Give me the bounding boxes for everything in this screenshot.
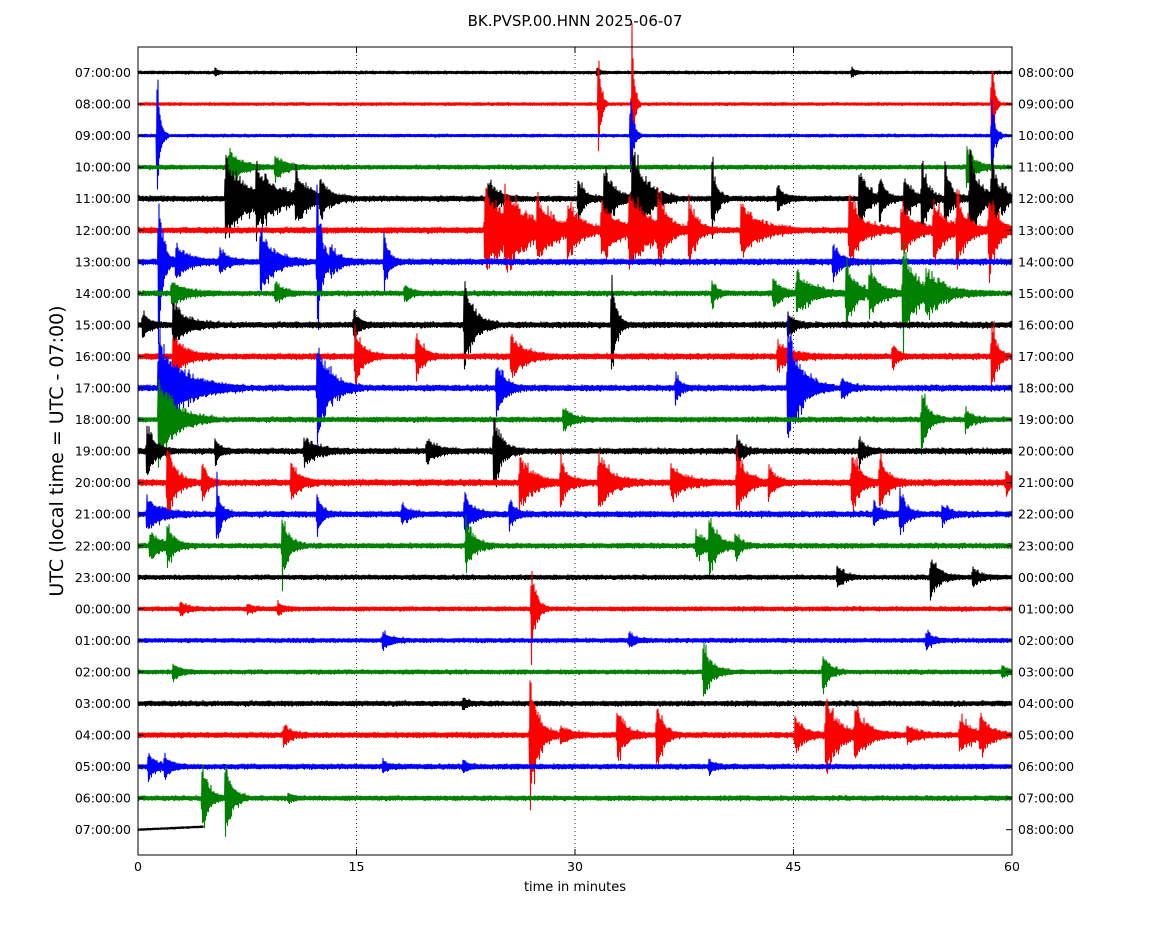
row-label-left: 00:00:00 bbox=[75, 601, 131, 616]
row-label-right: 01:00:00 bbox=[1018, 601, 1074, 616]
row-label-right: 06:00:00 bbox=[1018, 759, 1074, 774]
trace-row bbox=[137, 274, 1013, 370]
x-axis-label: time in minutes bbox=[524, 880, 626, 895]
row-label-right: 10:00:00 bbox=[1018, 128, 1074, 143]
row-label-right: 19:00:00 bbox=[1018, 412, 1074, 427]
chart-title: BK.PVSP.00.HNN 2025-06-07 bbox=[468, 12, 683, 30]
row-label-left: 19:00:00 bbox=[75, 444, 131, 459]
row-label-right: 11:00:00 bbox=[1018, 160, 1074, 175]
trace-row bbox=[137, 148, 1013, 260]
row-label-right: 02:00:00 bbox=[1018, 633, 1074, 648]
x-tick-labels: 0 15 30 45 60 bbox=[134, 859, 1020, 874]
trace-row bbox=[137, 447, 1013, 520]
trace-row bbox=[137, 417, 1013, 488]
trace-row bbox=[137, 629, 1013, 651]
row-label-right: 20:00:00 bbox=[1018, 444, 1074, 459]
row-label-left: 21:00:00 bbox=[75, 507, 131, 522]
row-label-left: 07:00:00 bbox=[75, 822, 131, 837]
row-label-left: 01:00:00 bbox=[75, 633, 131, 648]
row-label-left: 05:00:00 bbox=[75, 759, 131, 774]
row-label-right: 05:00:00 bbox=[1018, 728, 1074, 743]
row-label-left: 18:00:00 bbox=[75, 412, 131, 427]
row-label-left: 13:00:00 bbox=[75, 254, 131, 269]
row-label-left: 03:00:00 bbox=[75, 696, 131, 711]
trace-row bbox=[137, 559, 1013, 601]
trace-row bbox=[137, 752, 1013, 783]
trace-row bbox=[137, 315, 1013, 447]
x-tick-label: 15 bbox=[349, 859, 365, 874]
trace-row bbox=[137, 697, 1013, 711]
row-label-right: 03:00:00 bbox=[1018, 664, 1074, 679]
trace-row bbox=[137, 23, 1013, 159]
trace-row bbox=[137, 184, 1013, 344]
row-label-right: 08:00:00 bbox=[1018, 822, 1074, 837]
trace-row bbox=[137, 66, 1013, 78]
row-label-right: 23:00:00 bbox=[1018, 538, 1074, 553]
trace-row bbox=[137, 146, 1013, 188]
trace-row bbox=[137, 825, 205, 832]
row-label-right: 15:00:00 bbox=[1018, 286, 1074, 301]
row-label-right: 16:00:00 bbox=[1018, 317, 1074, 332]
x-tick-label: 45 bbox=[786, 859, 802, 874]
row-label-right: 08:00:00 bbox=[1018, 65, 1074, 80]
x-tick-label: 30 bbox=[567, 859, 583, 874]
row-label-left: 20:00:00 bbox=[75, 475, 131, 490]
row-label-left: 09:00:00 bbox=[75, 128, 131, 143]
row-label-left: 07:00:00 bbox=[75, 65, 131, 80]
y-axis-label: UTC (local time = UTC - 07:00) bbox=[46, 305, 68, 596]
row-label-left: 06:00:00 bbox=[75, 791, 131, 806]
left-row-labels: 07:00:00 08:00:00 09:00:00 10:00:00 11:00:00… bbox=[75, 65, 131, 837]
row-label-left: 22:00:00 bbox=[75, 538, 131, 553]
row-label-left: 04:00:00 bbox=[75, 728, 131, 743]
row-label-right: 07:00:00 bbox=[1018, 791, 1074, 806]
row-label-left: 08:00:00 bbox=[75, 97, 131, 112]
trace-row bbox=[137, 641, 1013, 697]
row-label-right: 17:00:00 bbox=[1018, 349, 1074, 364]
right-row-labels: 08:00:00 09:00:00 10:00:00 11:00:00 12:00:00… bbox=[1018, 65, 1074, 837]
trace-row bbox=[137, 680, 1013, 811]
trace-row bbox=[137, 471, 1013, 539]
trace-row bbox=[137, 183, 1013, 284]
row-label-right: 22:00:00 bbox=[1018, 507, 1074, 522]
row-label-left: 16:00:00 bbox=[75, 349, 131, 364]
trace-row bbox=[137, 570, 1013, 666]
row-label-left: 11:00:00 bbox=[75, 191, 131, 206]
trace-row bbox=[137, 514, 1013, 592]
trace-row bbox=[137, 320, 1013, 393]
row-label-right: 14:00:00 bbox=[1018, 254, 1074, 269]
row-label-left: 17:00:00 bbox=[75, 381, 131, 396]
x-tick-label: 60 bbox=[1004, 859, 1020, 874]
trace-row bbox=[137, 79, 1013, 190]
row-label-left: 10:00:00 bbox=[75, 160, 131, 175]
row-label-left: 12:00:00 bbox=[75, 223, 131, 238]
row-label-left: 14:00:00 bbox=[75, 286, 131, 301]
row-label-right: 04:00:00 bbox=[1018, 696, 1074, 711]
row-label-left: 02:00:00 bbox=[75, 664, 131, 679]
seismic-traces bbox=[137, 23, 1013, 837]
axis-ticks bbox=[137, 47, 1013, 855]
row-label-right: 00:00:00 bbox=[1018, 570, 1074, 585]
row-label-right: 18:00:00 bbox=[1018, 381, 1074, 396]
row-label-right: 21:00:00 bbox=[1018, 475, 1074, 490]
row-label-left: 23:00:00 bbox=[75, 570, 131, 585]
trace-row bbox=[137, 241, 1013, 358]
row-label-right: 13:00:00 bbox=[1018, 223, 1074, 238]
x-tick-label: 0 bbox=[134, 859, 142, 874]
row-label-right: 09:00:00 bbox=[1018, 97, 1074, 112]
trace-row bbox=[137, 379, 1013, 468]
row-label-left: 15:00:00 bbox=[75, 317, 131, 332]
row-label-right: 12:00:00 bbox=[1018, 191, 1074, 206]
trace-row bbox=[137, 764, 1013, 837]
